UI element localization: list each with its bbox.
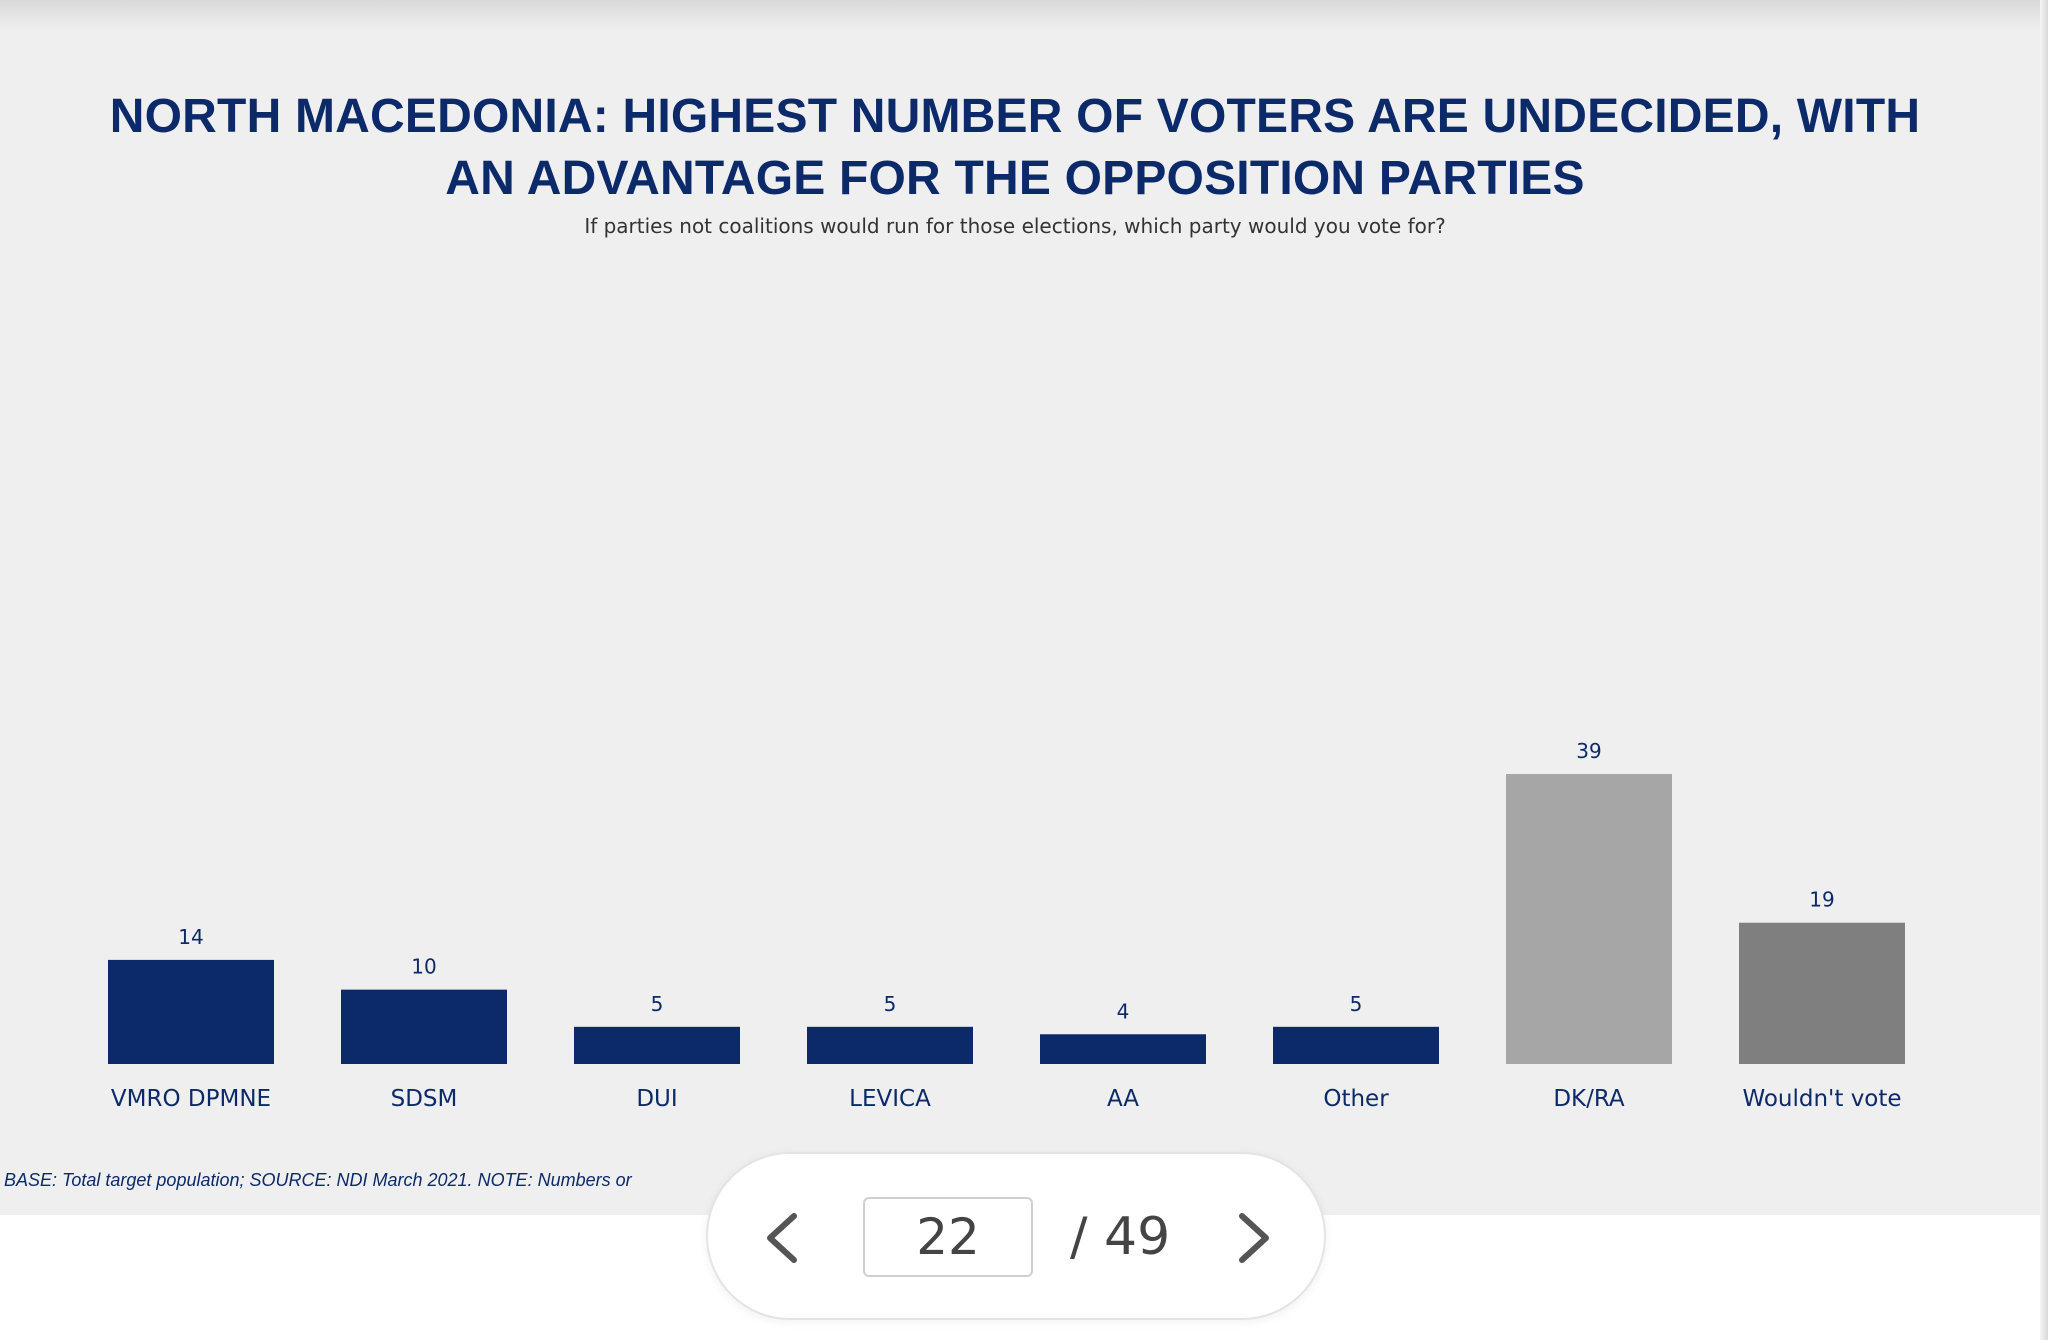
bar-dui: [574, 1026, 740, 1064]
bar-chart: 14 10 5 5 4 5 39 19 VMRO DPMNE SDSM DUI LEVICA AA Ot…: [108, 739, 1905, 1112]
category-label-dk-ra: DK/RA: [1553, 1086, 1625, 1112]
footnote: BASE: Total target population; SOURCE: N…: [4, 1170, 632, 1190]
page-total: / 49: [1070, 1207, 1171, 1267]
value-label-dui: 5: [651, 992, 664, 1016]
bar-aa: [1040, 1034, 1206, 1064]
value-label-levica: 5: [884, 992, 897, 1016]
value-label-vmro-dpmne: 14: [178, 925, 203, 949]
category-label-other: Other: [1323, 1086, 1389, 1112]
category-label-levica: LEVICA: [849, 1086, 931, 1112]
bars-group: [108, 774, 1905, 1064]
category-label-aa: AA: [1107, 1086, 1139, 1112]
window-edge: [2040, 0, 2048, 1340]
next-page-button[interactable]: [1218, 1198, 1288, 1278]
top-shade: [0, 0, 2048, 30]
category-label-vmro-dpmne: VMRO DPMNE: [111, 1086, 271, 1112]
value-labels-group: 14 10 5 5 4 5 39 19: [178, 739, 1834, 1023]
bar-wouldn-t-vote: [1739, 922, 1905, 1064]
title-line-2: AN ADVANTAGE FOR THE OPPOSITION PARTIES: [445, 152, 1585, 205]
page-navigator: 22 / 49: [706, 1152, 1326, 1320]
page-number-input[interactable]: 22: [863, 1197, 1033, 1277]
value-label-aa: 4: [1117, 999, 1130, 1023]
category-label-dui: DUI: [636, 1086, 677, 1112]
bar-other: [1273, 1026, 1439, 1064]
slide: NORTH MACEDONIA: HIGHEST NUMBER OF VOTER…: [0, 0, 2048, 1215]
bar-sdsm: [341, 989, 507, 1064]
chevron-left-icon: [767, 1213, 797, 1263]
title-line-1: NORTH MACEDONIA: HIGHEST NUMBER OF VOTER…: [109, 90, 1921, 143]
value-label-sdsm: 10: [411, 955, 436, 979]
chevron-right-icon: [1239, 1213, 1269, 1263]
bar-dk-ra: [1506, 774, 1672, 1064]
bar-levica: [807, 1026, 973, 1064]
category-label-sdsm: SDSM: [391, 1086, 458, 1112]
slide-title: NORTH MACEDONIA: HIGHEST NUMBER OF VOTER…: [40, 86, 1990, 210]
value-label-wouldn-t-vote: 19: [1809, 888, 1834, 912]
bar-vmro-dpmne: [108, 959, 274, 1064]
slide-subtitle: If parties not coalitions would run for …: [584, 214, 1446, 238]
category-labels-group: VMRO DPMNE SDSM DUI LEVICA AA Other DK/RA Would…: [111, 1086, 1902, 1112]
value-label-dk-ra: 39: [1576, 739, 1601, 763]
category-label-wouldn-t-vote: Wouldn't vote: [1742, 1086, 1901, 1112]
value-label-other: 5: [1350, 992, 1363, 1016]
previous-page-button[interactable]: [748, 1198, 818, 1278]
